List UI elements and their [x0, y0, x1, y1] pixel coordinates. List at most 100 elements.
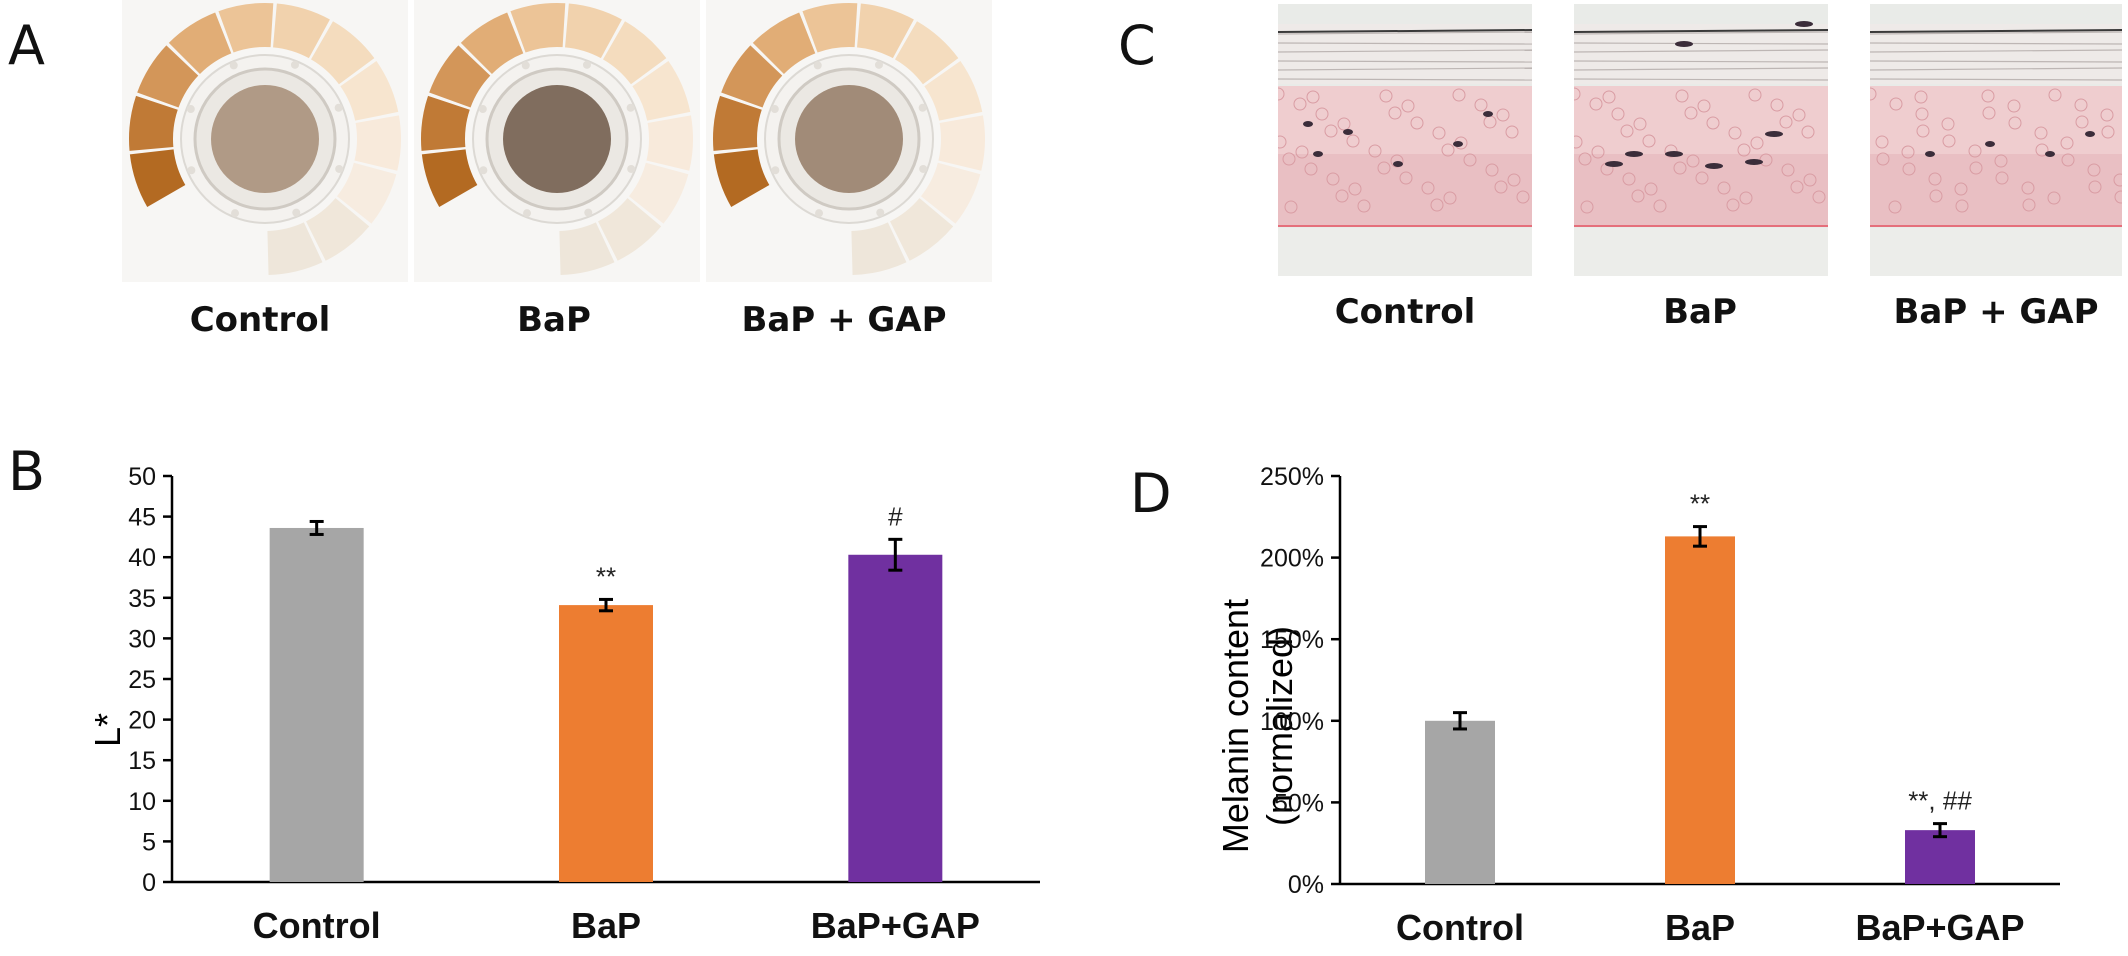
- cell-outline: [1399, 171, 1413, 185]
- colour-scale-segment: [603, 21, 667, 85]
- x-category-label: BaP+GAP: [1855, 907, 2024, 948]
- y-tick-label: 100%: [1260, 708, 1324, 736]
- panel-letter-d: D: [1130, 462, 1172, 525]
- membrane: [1574, 228, 1828, 276]
- cell-outline: [2113, 173, 2122, 187]
- photo-label-bap: BaP: [517, 300, 591, 340]
- skin-tissue-disc: [503, 85, 611, 193]
- cell-outline: [2047, 191, 2061, 205]
- cell-outline: [1278, 135, 1287, 149]
- cell-outline: [1315, 107, 1329, 121]
- cell-outline: [1282, 152, 1296, 166]
- colour-scale-segment: [336, 162, 397, 224]
- panel-letter-c: C: [1118, 14, 1156, 77]
- colour-scale-segment: [598, 198, 662, 261]
- keratin-layer-line: [1574, 31, 1828, 35]
- cell-outline: [1902, 162, 1916, 176]
- cell-outline: [1388, 106, 1402, 120]
- cell-outline: [1969, 161, 1983, 175]
- x-category-label: BaP+GAP: [811, 905, 980, 946]
- insert-notch: [334, 103, 343, 112]
- cell-outline: [1803, 173, 1817, 187]
- y-tick-label: 0%: [1288, 871, 1324, 899]
- melanin-deposit: [1795, 21, 1813, 27]
- cell-outline: [1505, 125, 1519, 139]
- y-tick-label: 40: [128, 544, 156, 572]
- panel-letter-b: B: [8, 440, 46, 503]
- cell-outline: [2101, 125, 2115, 139]
- colour-scale-segment: [137, 45, 199, 108]
- melanin-deposit: [2085, 131, 2095, 137]
- cell-outline: [1304, 162, 1318, 176]
- histology-label-control: Control: [1334, 292, 1476, 332]
- y-tick-label: 50%: [1274, 789, 1324, 817]
- y-tick-label: 0: [142, 869, 156, 897]
- cell-outline: [1686, 154, 1700, 168]
- cell-outline: [2008, 116, 2022, 130]
- cell-outline: [1430, 198, 1444, 212]
- y-tick-label: 25: [128, 666, 156, 694]
- keratin-layer-line: [1574, 78, 1828, 81]
- cell-outline: [1602, 90, 1616, 104]
- colour-scale-segment: [460, 12, 524, 74]
- significance-label: **, ##: [1908, 786, 1972, 816]
- cell-outline: [2060, 136, 2074, 150]
- cell-outline: [1326, 172, 1340, 186]
- colour-scale-photo-bap-gap: [706, 0, 992, 282]
- colour-scale-segment: [267, 222, 323, 275]
- cell-outline: [1574, 87, 1581, 101]
- cell-outline: [1401, 99, 1415, 113]
- cell-outline: [1578, 152, 1592, 166]
- colour-scale-segment: [890, 198, 954, 261]
- cell-outline: [2075, 115, 2089, 129]
- bar: [269, 527, 364, 882]
- insert-notch: [918, 103, 927, 112]
- cell-outline: [1432, 126, 1446, 140]
- melanin-deposit: [1453, 141, 1463, 147]
- chart-l-star: L* 0 5 10 15 20 25 30 35 40 45 50 Control ** BaP # BaP+…: [87, 463, 1040, 946]
- insert-notch: [584, 208, 593, 217]
- insert-notch: [187, 166, 196, 175]
- cell-outline: [1664, 144, 1678, 158]
- insert-notch: [815, 209, 824, 218]
- colour-scale-segment: [306, 198, 370, 261]
- insert-notch: [770, 105, 779, 114]
- cell-outline: [2114, 190, 2122, 204]
- cell-outline: [2034, 126, 2048, 140]
- keratin-layer-line: [1870, 67, 2122, 71]
- cell-outline: [1737, 143, 1751, 157]
- cell-outline: [1942, 134, 1956, 148]
- cell-outline: [1790, 180, 1804, 194]
- cell-outline: [1697, 99, 1711, 113]
- cell-outline: [1452, 88, 1466, 102]
- cell-outline: [2021, 181, 2035, 195]
- cell-outline: [2100, 108, 2114, 122]
- membrane: [1870, 228, 2122, 276]
- y-axis-label-line-1: Melanin content: [1215, 599, 1256, 853]
- cell-outline: [1421, 181, 1435, 195]
- cell-outline: [1915, 107, 1929, 121]
- insert-notch: [582, 60, 591, 69]
- cell-outline: [1631, 189, 1645, 203]
- melanin-deposit: [1665, 151, 1683, 157]
- cell-outline: [1914, 90, 1928, 104]
- melanin-deposit: [2045, 151, 2055, 157]
- surface-line: [1574, 29, 1828, 33]
- y-tick-label: 35: [128, 585, 156, 613]
- cell-outline: [1633, 117, 1647, 131]
- colour-scale-segment: [646, 115, 693, 171]
- colour-scale-segment: [559, 222, 615, 275]
- keratin-layer-line: [1278, 60, 1532, 63]
- colour-scale-segment: [565, 3, 622, 59]
- cell-outline: [2007, 99, 2021, 113]
- cell-outline: [1574, 135, 1583, 149]
- melanin-deposit: [1313, 151, 1323, 157]
- melanin-deposit: [1343, 129, 1353, 135]
- melanin-deposit: [1483, 111, 1493, 117]
- cell-outline: [1642, 134, 1656, 148]
- colour-scale-segment: [895, 21, 959, 85]
- insert-notch: [186, 105, 195, 114]
- keratin-layer-line: [1278, 67, 1532, 71]
- colour-scale-segment: [632, 60, 691, 121]
- cell-outline: [1507, 173, 1521, 187]
